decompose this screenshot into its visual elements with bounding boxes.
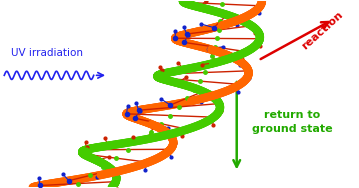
Text: return to
ground state: return to ground state <box>252 110 332 134</box>
Text: UV irradiation: UV irradiation <box>11 48 83 58</box>
Text: reaction: reaction <box>300 10 345 52</box>
